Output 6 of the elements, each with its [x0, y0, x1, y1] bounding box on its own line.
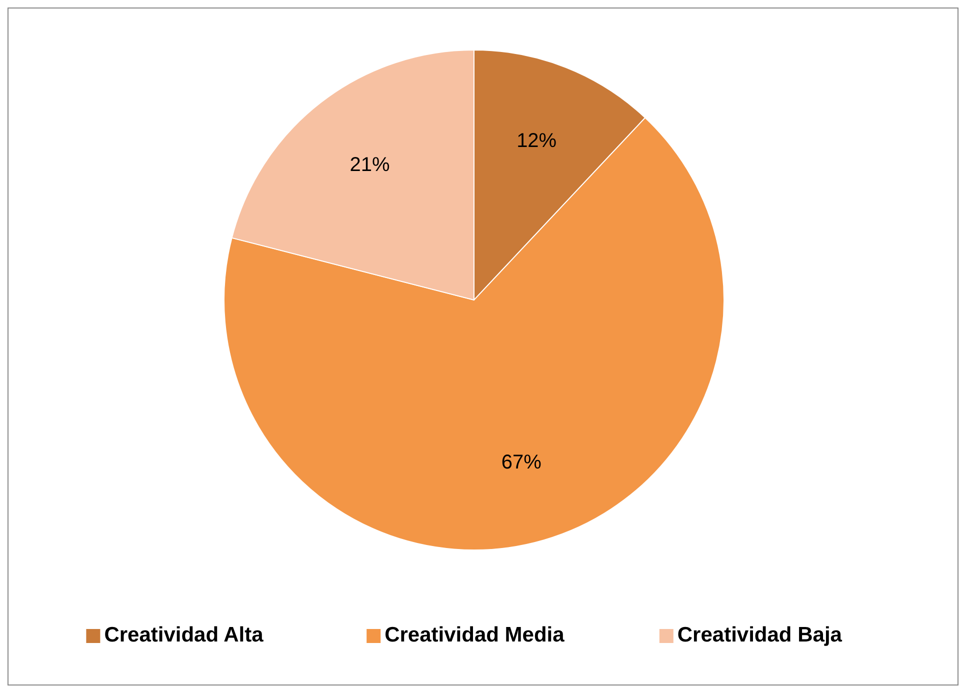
legend-label: Creatividad Baja: [677, 624, 842, 647]
data-label: 12%: [516, 130, 557, 152]
data-label: 67%: [501, 452, 542, 474]
legend-label: Creatividad Media: [384, 624, 565, 647]
legend-label: Creatividad Alta: [104, 624, 264, 647]
data-label: 21%: [350, 154, 390, 176]
